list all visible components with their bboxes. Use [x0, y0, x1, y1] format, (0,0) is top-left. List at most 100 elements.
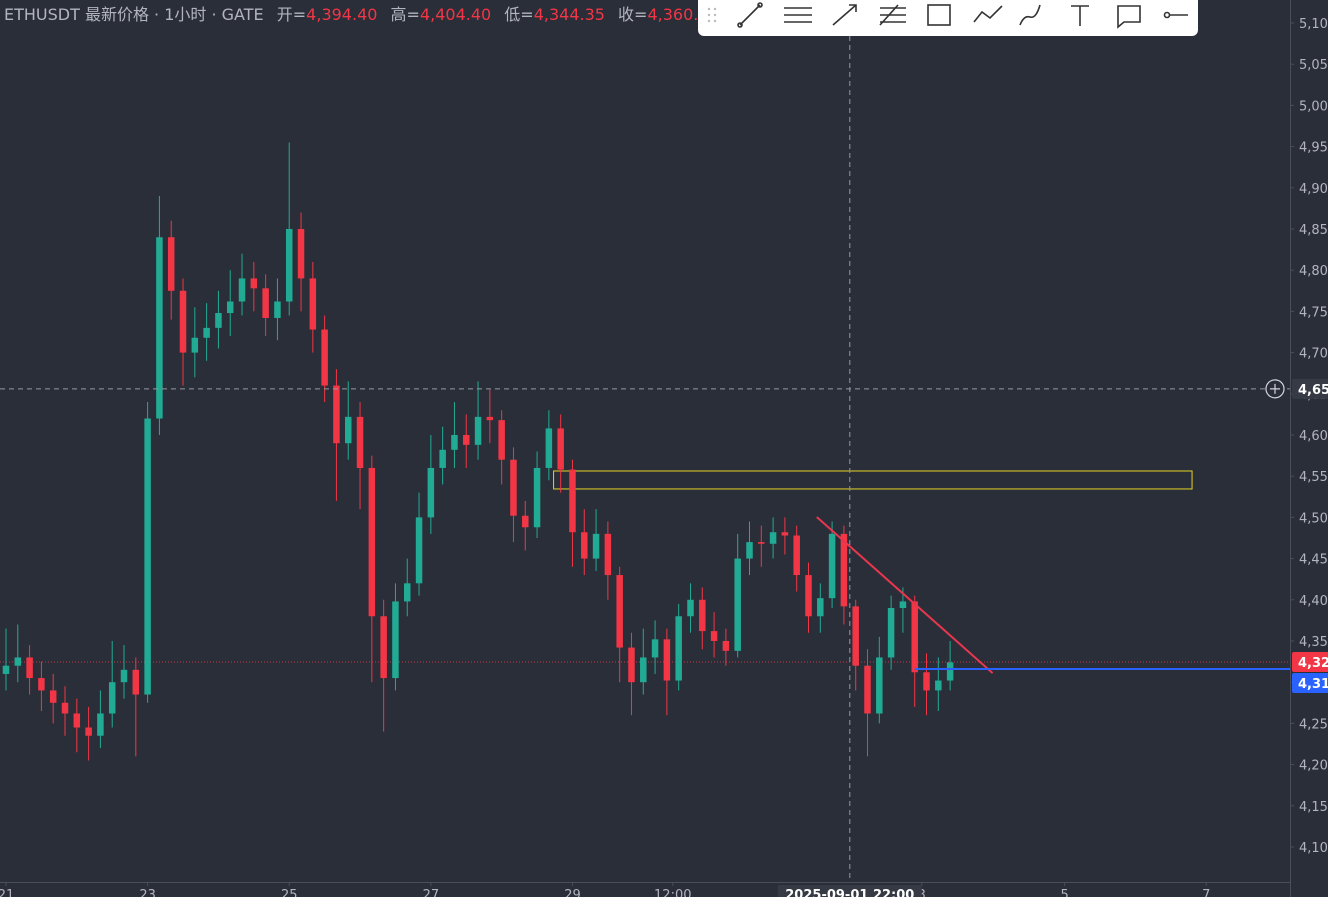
rectangle-tool[interactable]: [927, 4, 951, 26]
candle-body: [864, 665, 871, 714]
candle-body: [404, 583, 411, 602]
fib-tool[interactable]: [879, 4, 906, 26]
candle-body: [946, 662, 954, 681]
candle-body: [545, 428, 553, 468]
candle-body: [215, 313, 222, 328]
candle-body: [38, 678, 45, 691]
trend-line: [816, 516, 994, 674]
y-tick-label: 4,150.00: [1299, 800, 1328, 815]
candle-body: [226, 301, 234, 314]
candle-body: [179, 290, 187, 353]
crosshair-time-tag-bg: [777, 885, 922, 897]
candle-body: [522, 515, 529, 528]
candle-body: [734, 558, 741, 651]
y-tick-label: 4,500.00: [1299, 511, 1328, 526]
candle-body: [899, 601, 907, 609]
candle-body: [592, 533, 600, 559]
candle-body: [415, 517, 423, 584]
candle-body: [557, 428, 564, 470]
horizontal-ray-tool[interactable]: [1163, 11, 1189, 19]
parallel-lines-tool[interactable]: [784, 7, 812, 23]
candle-body: [61, 702, 69, 714]
path-tool[interactable]: [973, 5, 1003, 23]
candle-body: [710, 631, 718, 641]
text-tool[interactable]: [1071, 5, 1089, 26]
candle-body: [167, 237, 175, 291]
brush-tool[interactable]: [1019, 4, 1041, 26]
candle-body: [746, 542, 753, 559]
candle-body: [368, 467, 376, 617]
candle-body: [687, 599, 694, 617]
y-tick-label: 4,750.00: [1299, 305, 1328, 320]
y-tick-label: 4,350.00: [1299, 635, 1328, 650]
zone-rectangle: [553, 470, 1193, 490]
y-tick-label: 4,600.00: [1299, 429, 1328, 444]
candle-body: [144, 418, 151, 695]
candle-body: [321, 329, 328, 386]
candle-body: [427, 467, 435, 518]
y-tick-label: 4,950.00: [1299, 141, 1328, 156]
trend-line-tool[interactable]: [737, 2, 763, 28]
candle-body: [805, 575, 812, 617]
y-tick-label: 4,900.00: [1299, 182, 1328, 197]
y-tick-label: 4,250.00: [1299, 717, 1328, 732]
candle-body: [262, 288, 269, 318]
candle-body: [14, 657, 22, 666]
candle-body: [876, 657, 883, 714]
x-tick-label: 12:00: [654, 888, 691, 897]
candle-body: [616, 575, 623, 648]
candle-body: [840, 533, 848, 607]
drawing-toolbar: [698, 0, 1198, 36]
legend-header: ETHUSDT 最新价格 · 1小时 · GATE 开=4,394.40 高=4…: [4, 1, 719, 25]
candle-body: [758, 542, 765, 544]
y-tick-label: 4,400.00: [1299, 594, 1328, 609]
y-tick-label: 5,050.00: [1299, 58, 1328, 73]
candle-body: [392, 601, 399, 679]
last-price-tag-label: 4,324.50: [1298, 656, 1328, 671]
y-tick-label: 4,700.00: [1299, 347, 1328, 362]
ohlc-label: 收=: [618, 5, 648, 24]
candle-body: [828, 533, 836, 599]
y-tick-label: 4,550.00: [1299, 470, 1328, 485]
candle-body: [651, 639, 659, 658]
price-axis-background: [1290, 0, 1328, 897]
candle-body: [935, 680, 942, 691]
candle-body: [309, 278, 317, 330]
candle-body: [132, 669, 140, 695]
x-tick-label: 7: [1202, 888, 1210, 897]
ohlc-label: 低=: [504, 5, 534, 24]
candle-body: [85, 727, 92, 736]
arrow-tool[interactable]: [832, 4, 857, 26]
ohlc-label: 开=: [276, 5, 307, 24]
candle-body: [274, 301, 281, 318]
symbol: ETHUSDT 最新价格 · 1小时 · GATE: [4, 5, 264, 24]
ohlc-value: 4,344.35: [533, 5, 605, 24]
crosshair-add-button[interactable]: [1265, 379, 1285, 399]
y-tick-label: 4,200.00: [1299, 759, 1328, 774]
y-tick-label: 4,850.00: [1299, 223, 1328, 238]
candle-body: [769, 532, 777, 544]
callout-tool[interactable]: [1117, 5, 1141, 29]
candle-body: [380, 616, 387, 679]
candle-body: [911, 601, 918, 673]
candle-body: [2, 665, 10, 674]
candle-body: [344, 416, 352, 444]
x-tick-label: 21: [0, 888, 14, 897]
y-tick-label: 4,100.00: [1299, 841, 1328, 856]
plot-background: [0, 0, 1290, 882]
candle-body: [793, 535, 800, 576]
candle-body: [356, 416, 364, 468]
candle-body: [49, 690, 57, 703]
drag-handle[interactable]: [707, 7, 717, 23]
candle-body: [581, 532, 588, 559]
x-tick-label: 5: [1060, 888, 1068, 897]
last-price-tag-bg: [1292, 651, 1328, 672]
level-price-tag-label: 4,316.00: [1298, 677, 1328, 692]
candle-body: [26, 657, 33, 679]
candle-body: [333, 385, 340, 444]
x-tick-label: 27: [423, 888, 440, 897]
plus-sign: [1270, 383, 1280, 394]
candle-body: [73, 713, 81, 728]
candle-body: [97, 713, 104, 736]
crosshair-price-tag-label: 4,656.00: [1298, 383, 1328, 398]
